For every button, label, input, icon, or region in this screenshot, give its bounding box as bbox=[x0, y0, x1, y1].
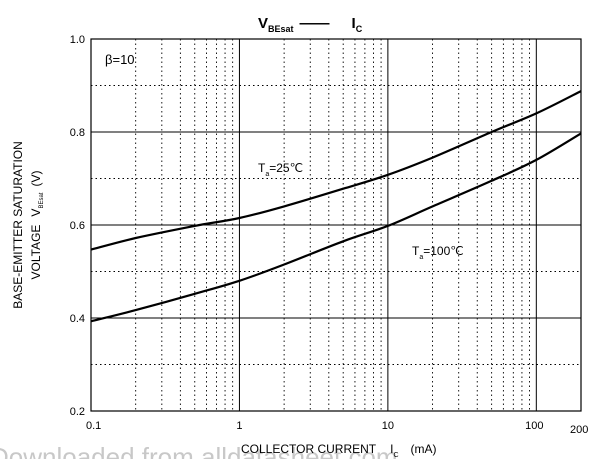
y-tick-label: 1.0 bbox=[70, 34, 85, 46]
major-gridlines bbox=[91, 39, 581, 411]
x-tick-label: 10 bbox=[382, 420, 394, 432]
chart-title: VBEsat —— IC bbox=[258, 15, 363, 34]
y-axis-label-line2: VOLTAGEVBEsat(V) bbox=[29, 171, 45, 280]
series-line-100c bbox=[90, 132, 582, 323]
series-layer bbox=[90, 90, 582, 323]
x-tick-label: 200 bbox=[570, 424, 588, 436]
x-tick-label: 0.1 bbox=[86, 420, 101, 432]
x-tick-label: 100 bbox=[525, 420, 543, 432]
y-tick-label: 0.2 bbox=[70, 406, 85, 418]
title-main: V bbox=[258, 15, 268, 32]
plot-frame bbox=[90, 38, 582, 412]
y-tick-labels: 0.2 0.4 0.6 0.8 1.0 bbox=[70, 34, 85, 418]
y-tick-label: 0.6 bbox=[70, 220, 85, 232]
series-label-100c: Ta=100℃ bbox=[412, 244, 464, 261]
x-tick-label: 1 bbox=[236, 420, 242, 432]
y-tick-label: 0.4 bbox=[70, 313, 85, 325]
y-axis-label-line1: BASE-EMITTER SATURATION bbox=[11, 141, 25, 309]
y-tick-label: 0.8 bbox=[70, 127, 85, 139]
y-axis-label: BASE-EMITTER SATURATION VOLTAGEVBEsat(V) bbox=[11, 141, 45, 309]
series-line-25c bbox=[90, 90, 582, 251]
title-dash: —— bbox=[300, 15, 330, 32]
x-tick-labels: 0.1 1 10 100 200 bbox=[86, 420, 588, 436]
x-axis-label: COLLECTOR CURRENT IC (mA) bbox=[241, 442, 437, 459]
title-main-sub: BEsat bbox=[268, 24, 294, 34]
beta-annotation: β=10 bbox=[105, 52, 135, 67]
series-label-25c: Ta=25℃ bbox=[258, 161, 303, 178]
watermark: Downloaded from alldatasheet.com bbox=[0, 442, 398, 459]
title-vs-sub: C bbox=[356, 24, 363, 34]
svg-text:VBEsat——IC: VBEsat —— IC bbox=[258, 15, 363, 34]
title-vs: I bbox=[352, 15, 356, 32]
